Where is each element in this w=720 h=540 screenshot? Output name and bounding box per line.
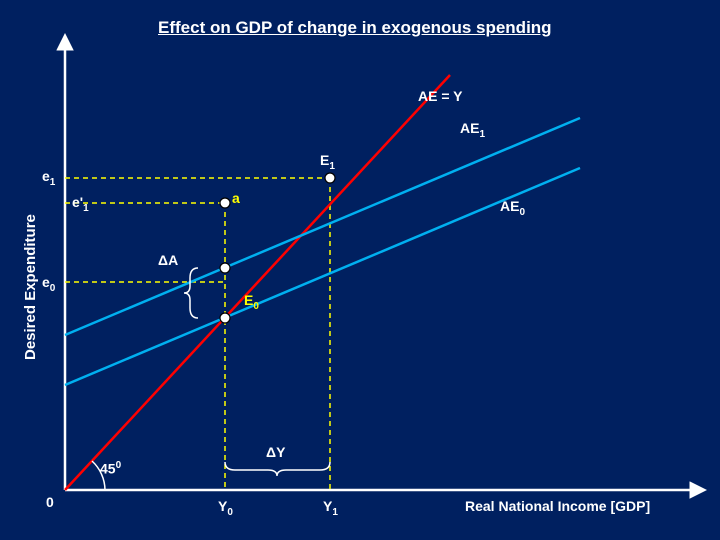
label-Y0: Y0	[218, 498, 233, 518]
label-E0: E0	[244, 292, 259, 312]
label-deltaA: ΔA	[158, 252, 178, 268]
label-AE1-sub: 1	[479, 129, 485, 140]
label-Y0-sub: 0	[227, 507, 233, 518]
label-AE1-text: AE	[460, 120, 479, 136]
label-AEeqY: AE = Y	[418, 88, 463, 104]
label-Y1-text: Y	[323, 498, 332, 514]
label-Y1-sub: 1	[332, 507, 338, 518]
label-E1-sub: 1	[329, 161, 335, 172]
label-e1: e1	[42, 168, 55, 188]
label-Y0-text: Y	[218, 498, 227, 514]
label-45: 450	[100, 460, 121, 477]
label-e0-sub: 0	[50, 283, 56, 294]
label-ep1-sub: 1	[83, 203, 89, 214]
label-a: a	[232, 190, 240, 206]
brace-deltaY	[225, 462, 330, 476]
label-deltaY: ΔY	[266, 444, 285, 460]
label-e1-text: e	[42, 168, 50, 184]
marker-E0	[220, 313, 230, 323]
label-origin: 0	[46, 494, 54, 510]
label-e0-text: e	[42, 274, 50, 290]
label-AE1: AE1	[460, 120, 485, 140]
x-axis-label: Real National Income [GDP]	[465, 498, 650, 514]
label-e0: e0	[42, 274, 55, 294]
label-AE0-sub: 0	[519, 207, 525, 218]
label-E1-text: E	[320, 152, 329, 168]
marker-E1	[325, 173, 335, 183]
marker-a	[220, 198, 230, 208]
label-AE0-text: AE	[500, 198, 519, 214]
label-45-sup: 0	[116, 460, 122, 471]
label-Y1: Y1	[323, 498, 338, 518]
label-E0-text: E	[244, 292, 253, 308]
label-AE0: AE0	[500, 198, 525, 218]
chart-svg	[0, 0, 720, 540]
line-AE1	[65, 118, 580, 335]
label-E0-sub: 0	[253, 301, 259, 312]
label-ep1: e'1	[72, 194, 89, 214]
label-ep1-text: e'	[72, 194, 83, 210]
label-E1: E1	[320, 152, 335, 172]
label-e1-sub: 1	[50, 177, 56, 188]
label-45-text: 45	[100, 461, 116, 477]
brace-deltaA	[184, 268, 198, 318]
marker-aE0top	[220, 263, 230, 273]
